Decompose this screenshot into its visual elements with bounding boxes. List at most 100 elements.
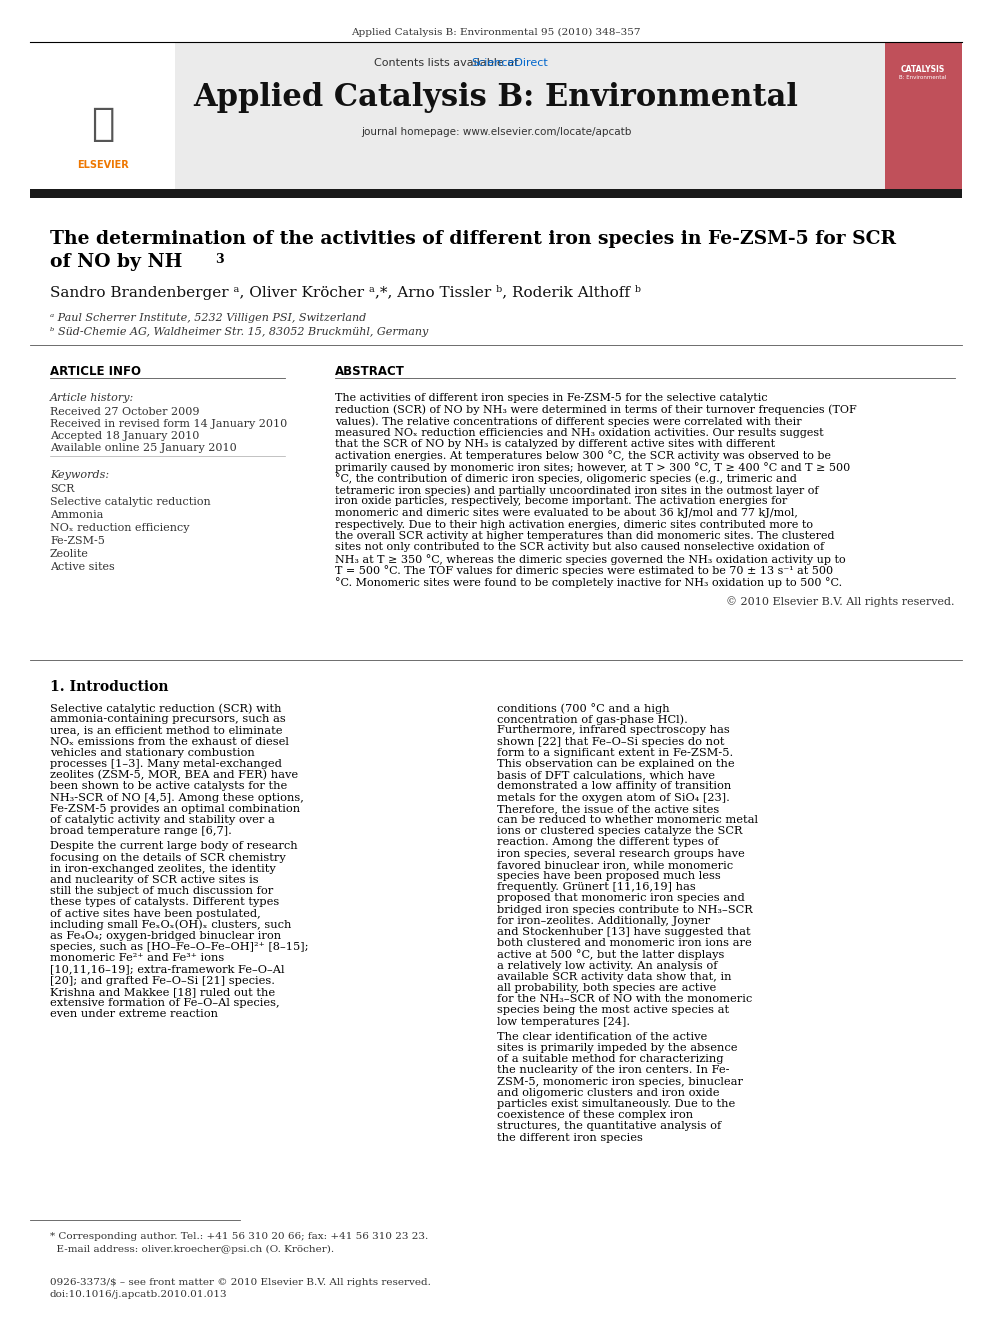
Text: ions or clustered species catalyze the SCR: ions or clustered species catalyze the S… [497, 826, 742, 836]
Text: ᵃ Paul Scherrer Institute, 5232 Villigen PSI, Switzerland: ᵃ Paul Scherrer Institute, 5232 Villigen… [50, 314, 366, 323]
Text: NOₓ reduction efficiency: NOₓ reduction efficiency [50, 523, 189, 533]
Text: NOₓ emissions from the exhaust of diesel: NOₓ emissions from the exhaust of diesel [50, 737, 289, 746]
Text: including small FeₓOₓ(OH)ₓ clusters, such: including small FeₓOₓ(OH)ₓ clusters, suc… [50, 919, 292, 930]
Text: Fe-ZSM-5: Fe-ZSM-5 [50, 536, 105, 546]
Text: iron species, several research groups have: iron species, several research groups ha… [497, 848, 745, 859]
Text: B: Environmental: B: Environmental [900, 75, 946, 79]
Text: Contents lists available at: Contents lists available at [374, 58, 526, 67]
Text: The clear identification of the active: The clear identification of the active [497, 1032, 707, 1041]
Text: of a suitable method for characterizing: of a suitable method for characterizing [497, 1054, 723, 1064]
Text: and nuclearity of SCR active sites is: and nuclearity of SCR active sites is [50, 875, 259, 885]
Text: sites not only contributed to the SCR activity but also caused nonselective oxid: sites not only contributed to the SCR ac… [335, 542, 824, 553]
Text: Therefore, the issue of the active sites: Therefore, the issue of the active sites [497, 804, 719, 814]
Text: primarily caused by monomeric iron sites; however, at T > 300 °C, T ≥ 400 °C and: primarily caused by monomeric iron sites… [335, 462, 850, 472]
Text: focusing on the details of SCR chemistry: focusing on the details of SCR chemistry [50, 852, 286, 863]
Text: sites is primarily impeded by the absence: sites is primarily impeded by the absenc… [497, 1043, 737, 1053]
Text: ammonia-containing precursors, such as: ammonia-containing precursors, such as [50, 714, 286, 724]
Text: The activities of different iron species in Fe-ZSM-5 for the selective catalytic: The activities of different iron species… [335, 393, 768, 404]
Text: Sandro Brandenberger ᵃ, Oliver Kröcher ᵃ,*, Arno Tissler ᵇ, Roderik Althoff ᵇ: Sandro Brandenberger ᵃ, Oliver Kröcher ᵃ… [50, 284, 641, 300]
Text: basis of DFT calculations, which have: basis of DFT calculations, which have [497, 770, 715, 781]
Text: respectively. Due to their high activation energies, dimeric sites contributed m: respectively. Due to their high activati… [335, 520, 813, 529]
Text: the different iron species: the different iron species [497, 1132, 643, 1143]
Text: in iron-exchanged zeolites, the identity: in iron-exchanged zeolites, the identity [50, 864, 276, 873]
Text: of active sites have been postulated,: of active sites have been postulated, [50, 909, 261, 918]
Text: 1. Introduction: 1. Introduction [50, 680, 169, 695]
Text: E-mail address: oliver.kroecher@psi.ch (O. Kröcher).: E-mail address: oliver.kroecher@psi.ch (… [50, 1245, 334, 1254]
Text: Selective catalytic reduction (SCR) with: Selective catalytic reduction (SCR) with [50, 703, 282, 713]
Text: particles exist simultaneously. Due to the: particles exist simultaneously. Due to t… [497, 1099, 735, 1109]
Text: monomeric and dimeric sites were evaluated to be about 36 kJ/mol and 77 kJ/mol,: monomeric and dimeric sites were evaluat… [335, 508, 798, 519]
Text: Furthermore, infrared spectroscopy has: Furthermore, infrared spectroscopy has [497, 725, 730, 736]
Text: frequently. Grünert [11,16,19] has: frequently. Grünert [11,16,19] has [497, 882, 695, 892]
Text: Active sites: Active sites [50, 562, 115, 572]
Text: for iron–zeolites. Additionally, Joyner: for iron–zeolites. Additionally, Joyner [497, 916, 710, 926]
Text: Krishna and Makkee [18] ruled out the: Krishna and Makkee [18] ruled out the [50, 987, 275, 998]
Text: concentration of gas-phase HCl).: concentration of gas-phase HCl). [497, 714, 687, 725]
Text: even under extreme reaction: even under extreme reaction [50, 1009, 218, 1020]
Text: species have been proposed much less: species have been proposed much less [497, 871, 721, 881]
Text: Article history:: Article history: [50, 393, 134, 404]
Text: journal homepage: www.elsevier.com/locate/apcatb: journal homepage: www.elsevier.com/locat… [361, 127, 631, 138]
Text: species being the most active species at: species being the most active species at [497, 1005, 729, 1015]
Text: reduction (SCR) of NO by NH₃ were determined in terms of their turnover frequenc: reduction (SCR) of NO by NH₃ were determ… [335, 405, 857, 415]
Text: broad temperature range [6,7].: broad temperature range [6,7]. [50, 826, 232, 836]
Text: Zeolite: Zeolite [50, 549, 89, 560]
Text: NH₃ at T ≥ 350 °C, whereas the dimeric species governed the NH₃ oxidation activi: NH₃ at T ≥ 350 °C, whereas the dimeric s… [335, 554, 845, 565]
Text: Despite the current large body of research: Despite the current large body of resear… [50, 841, 298, 852]
Text: metals for the oxygen atom of SiO₄ [23].: metals for the oxygen atom of SiO₄ [23]. [497, 792, 730, 803]
Text: that the SCR of NO by NH₃ is catalyzed by different active sites with different: that the SCR of NO by NH₃ is catalyzed b… [335, 439, 775, 448]
Text: bridged iron species contribute to NH₃–SCR: bridged iron species contribute to NH₃–S… [497, 905, 753, 914]
Text: tetrameric iron species) and partially uncoordinated iron sites in the outmost l: tetrameric iron species) and partially u… [335, 486, 818, 496]
Text: Applied Catalysis B: Environmental 95 (2010) 348–357: Applied Catalysis B: Environmental 95 (2… [351, 28, 641, 37]
Text: [20]; and grafted Fe–O–Si [21] species.: [20]; and grafted Fe–O–Si [21] species. [50, 976, 275, 986]
Text: proposed that monomeric iron species and: proposed that monomeric iron species and [497, 893, 745, 904]
Text: Applied Catalysis B: Environmental: Applied Catalysis B: Environmental [193, 82, 799, 112]
Bar [30, 42, 962, 191]
Text: ZSM-5, monomeric iron species, binuclear: ZSM-5, monomeric iron species, binuclear [497, 1077, 743, 1086]
Text: the nuclearity of the iron centers. In Fe-: the nuclearity of the iron centers. In F… [497, 1065, 729, 1076]
Text: Fe-ZSM-5 provides an optimal combination: Fe-ZSM-5 provides an optimal combination [50, 804, 301, 814]
Text: activation energies. At temperatures below 300 °C, the SCR activity was observed: activation energies. At temperatures bel… [335, 451, 831, 462]
Text: © 2010 Elsevier B.V. All rights reserved.: © 2010 Elsevier B.V. All rights reserved… [726, 597, 955, 607]
Text: available SCR activity data show that, in: available SCR activity data show that, i… [497, 972, 731, 982]
Text: ELSEVIER: ELSEVIER [77, 160, 129, 169]
Text: zeolites (ZSM-5, MOR, BEA and FER) have: zeolites (ZSM-5, MOR, BEA and FER) have [50, 770, 299, 781]
Text: Available online 25 January 2010: Available online 25 January 2010 [50, 443, 237, 452]
Text: conditions (700 °C and a high: conditions (700 °C and a high [497, 703, 670, 714]
Text: shown [22] that Fe–O–Si species do not: shown [22] that Fe–O–Si species do not [497, 737, 724, 746]
Text: [10,11,16–19]; extra-framework Fe–O–Al: [10,11,16–19]; extra-framework Fe–O–Al [50, 964, 285, 975]
Text: Keywords:: Keywords: [50, 470, 109, 480]
Text: CATALYSIS: CATALYSIS [901, 65, 945, 74]
Text: and Stockenhuber [13] have suggested that: and Stockenhuber [13] have suggested tha… [497, 927, 751, 937]
Text: iron oxide particles, respectively, become important. The activation energies fo: iron oxide particles, respectively, beco… [335, 496, 788, 507]
Text: ABSTRACT: ABSTRACT [335, 365, 405, 378]
Text: of catalytic activity and stability over a: of catalytic activity and stability over… [50, 815, 275, 826]
Text: favored binuclear iron, while monomeric: favored binuclear iron, while monomeric [497, 860, 733, 869]
Text: ScienceDirect: ScienceDirect [471, 58, 549, 67]
Text: doi:10.1016/j.apcatb.2010.01.013: doi:10.1016/j.apcatb.2010.01.013 [50, 1290, 227, 1299]
Text: °C, the contribution of dimeric iron species, oligomeric species (e.g., trimeric: °C, the contribution of dimeric iron spe… [335, 474, 797, 484]
Text: 0926-3373/$ – see front matter © 2010 Elsevier B.V. All rights reserved.: 0926-3373/$ – see front matter © 2010 El… [50, 1278, 431, 1287]
Text: SCR: SCR [50, 484, 74, 493]
Text: Accepted 18 January 2010: Accepted 18 January 2010 [50, 431, 199, 441]
Text: all probability, both species are active: all probability, both species are active [497, 983, 716, 994]
Text: demonstrated a low affinity of transition: demonstrated a low affinity of transitio… [497, 782, 731, 791]
Text: This observation can be explained on the: This observation can be explained on the [497, 759, 735, 769]
Text: species, such as [HO–Fe–O–Fe–OH]²⁺ [8–15];: species, such as [HO–Fe–O–Fe–OH]²⁺ [8–15… [50, 942, 309, 953]
Text: structures, the quantitative analysis of: structures, the quantitative analysis of [497, 1122, 721, 1131]
Text: reaction. Among the different types of: reaction. Among the different types of [497, 837, 718, 848]
Text: coexistence of these complex iron: coexistence of these complex iron [497, 1110, 693, 1121]
Bar [30, 42, 175, 191]
Text: * Corresponding author. Tel.: +41 56 310 20 66; fax: +41 56 310 23 23.: * Corresponding author. Tel.: +41 56 310… [50, 1232, 429, 1241]
Text: ᵇ Süd-Chemie AG, Waldheimer Str. 15, 83052 Bruckmühl, Germany: ᵇ Süd-Chemie AG, Waldheimer Str. 15, 830… [50, 327, 429, 337]
Text: The determination of the activities of different iron species in Fe-ZSM-5 for SC: The determination of the activities of d… [50, 230, 896, 247]
Text: and oligomeric clusters and iron oxide: and oligomeric clusters and iron oxide [497, 1088, 719, 1098]
Text: Received 27 October 2009: Received 27 October 2009 [50, 407, 199, 417]
Text: still the subject of much discussion for: still the subject of much discussion for [50, 886, 273, 896]
Text: form to a significant extent in Fe-ZSM-5.: form to a significant extent in Fe-ZSM-5… [497, 747, 733, 758]
Text: °C. Monomeric sites were found to be completely inactive for NH₃ oxidation up to: °C. Monomeric sites were found to be com… [335, 577, 842, 587]
Text: 🌳: 🌳 [91, 105, 115, 143]
Text: low temperatures [24].: low temperatures [24]. [497, 1016, 630, 1027]
Text: measured NOₓ reduction efficiencies and NH₃ oxidation activities. Our results su: measured NOₓ reduction efficiencies and … [335, 427, 823, 438]
Text: Ammonia: Ammonia [50, 509, 103, 520]
